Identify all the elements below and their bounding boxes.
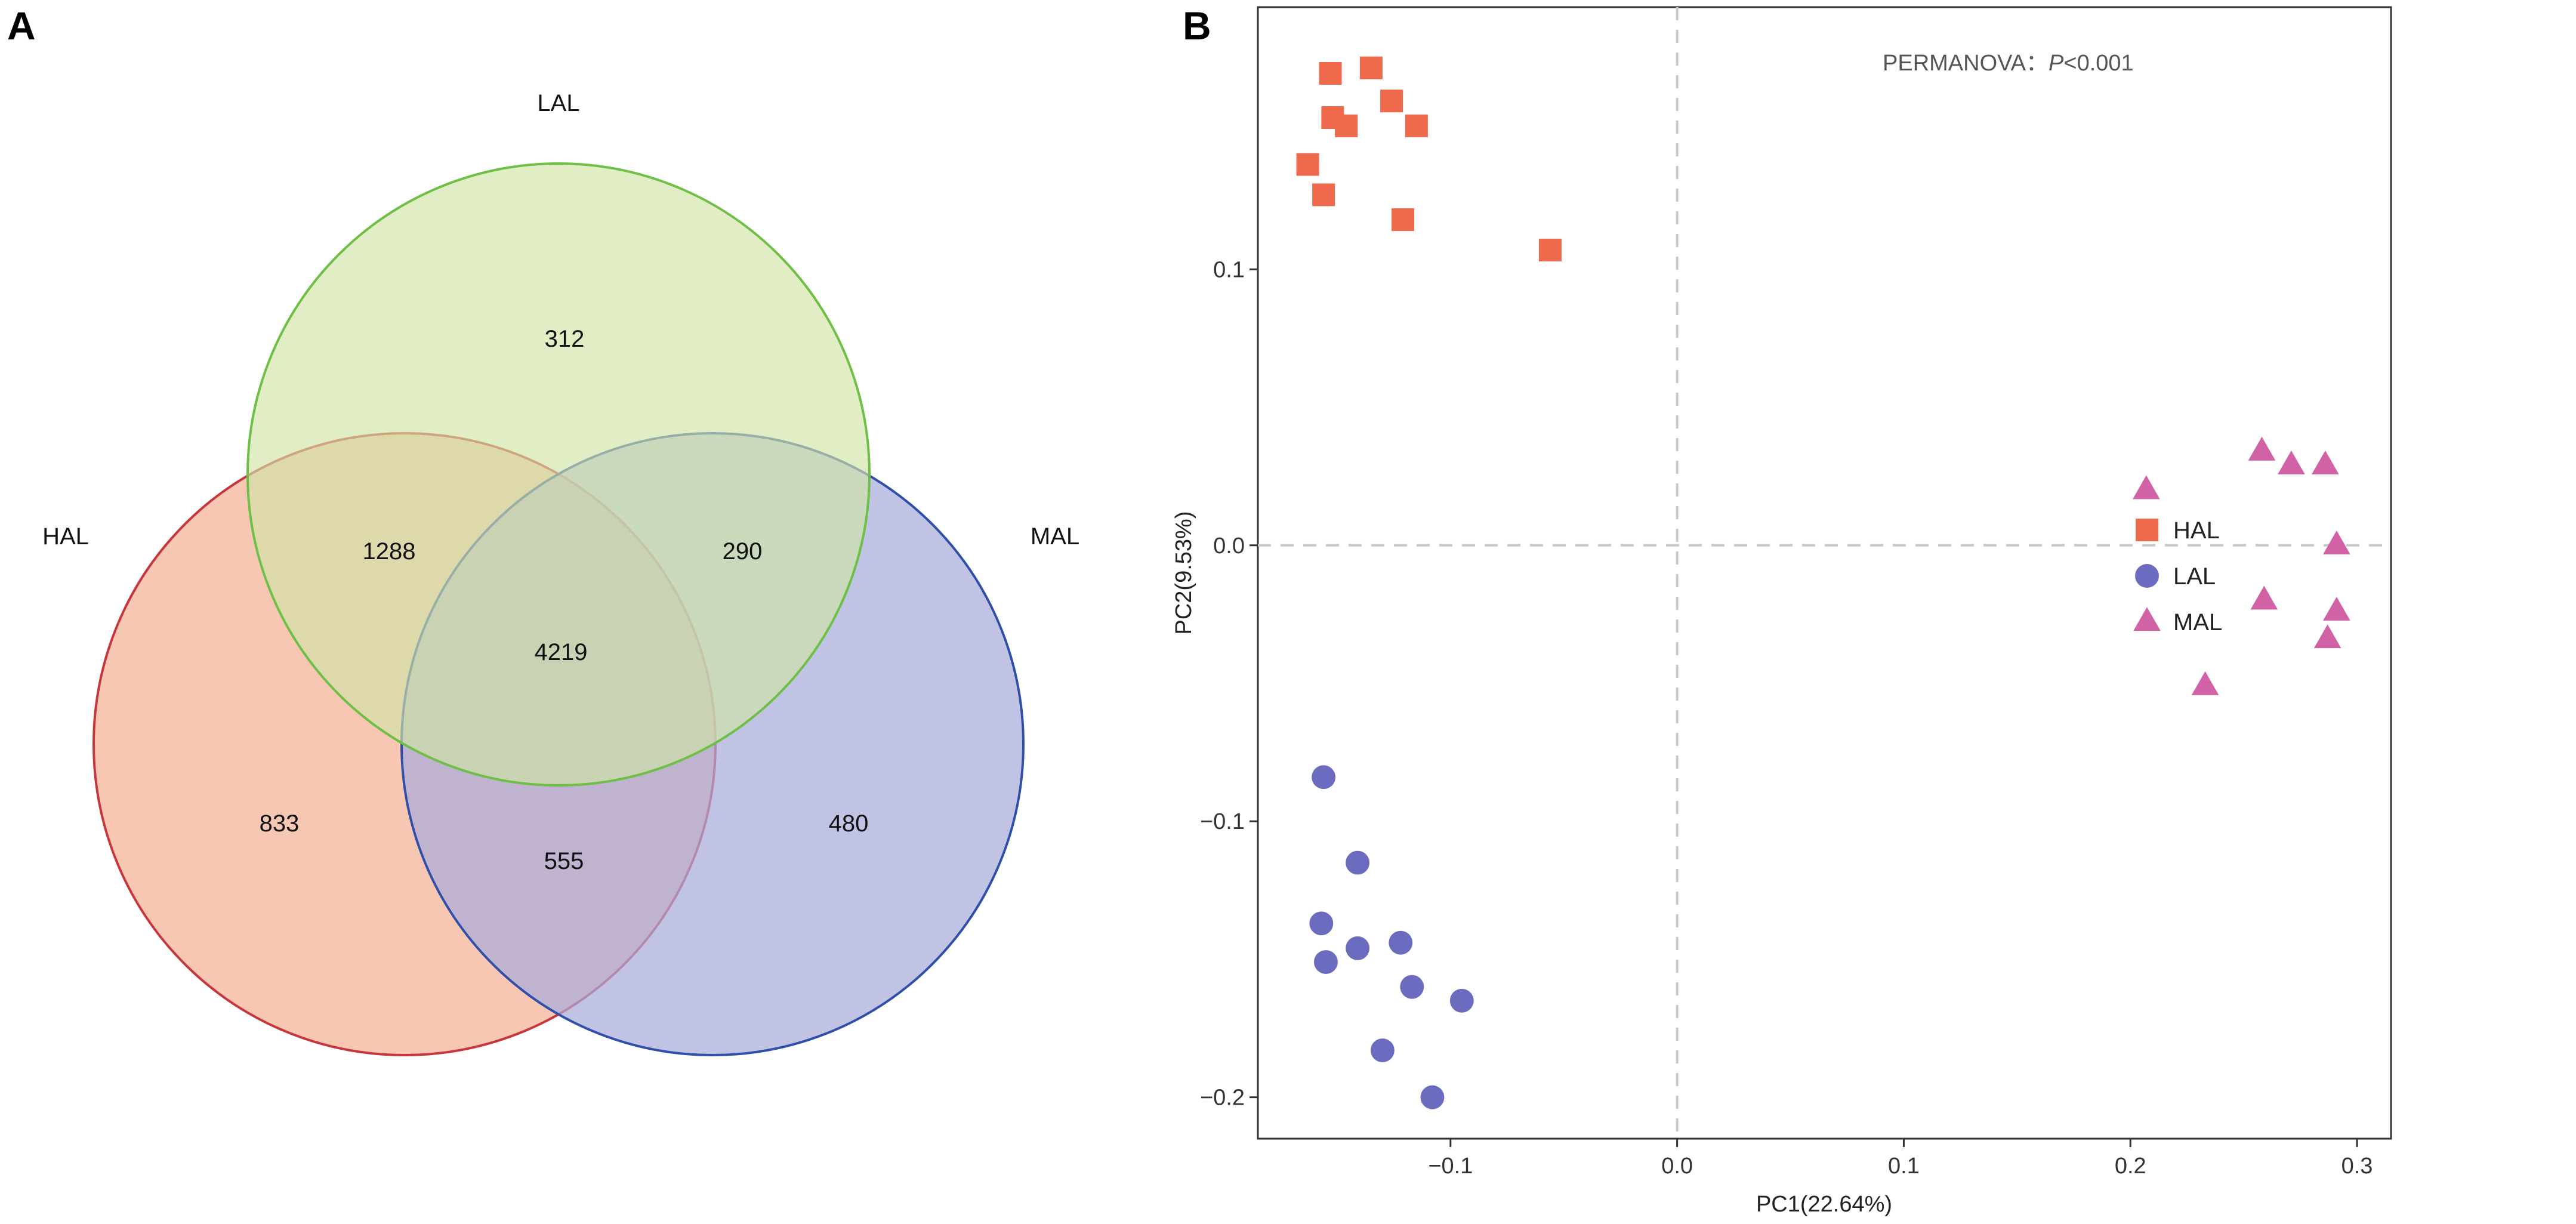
data-points	[1296, 56, 2350, 1109]
permanova-p-symbol: P	[2049, 51, 2064, 76]
point-lal	[1309, 911, 1334, 936]
point-lal	[1312, 765, 1336, 790]
venn-circle-lal	[246, 162, 871, 787]
point-hal	[1296, 153, 1319, 176]
permanova-prefix: PERMANOVA：	[1883, 51, 2049, 76]
point-hal	[1392, 208, 1415, 232]
legend: HAL LAL MAL	[2133, 517, 2222, 636]
point-mal	[2323, 597, 2350, 621]
y-axis-ticks: −0.2 −0.1 0.0 0.1	[1200, 257, 1258, 1111]
point-mal	[2250, 585, 2278, 610]
x-tick-label: 0.2	[2115, 1154, 2146, 1179]
panel-a-label: A	[7, 4, 36, 48]
point-mal	[2323, 531, 2350, 554]
point-lal	[1420, 1085, 1445, 1109]
point-lal	[1313, 950, 1338, 974]
point-hal	[1359, 56, 1383, 79]
venn-count-all: 4219	[535, 639, 588, 665]
venn-count-hal-mal: 555	[544, 848, 584, 874]
venn-count-hal-only: 833	[260, 810, 300, 837]
point-hal	[1319, 61, 1342, 85]
venn-count-lal-only: 312	[545, 326, 585, 352]
legend-key-mal	[2133, 607, 2161, 631]
venn-count-lal-mal: 290	[723, 538, 763, 565]
point-lal	[1370, 1038, 1395, 1062]
venn-count-mal-only: 480	[829, 810, 869, 837]
legend-key-lal	[2135, 564, 2159, 588]
point-mal	[2133, 475, 2160, 500]
panel-b-label: B	[1183, 4, 1211, 48]
venn-set-label-hal: HAL	[42, 523, 89, 550]
legend-label-mal: MAL	[2173, 609, 2222, 636]
x-axis-ticks: −0.1 0.0 0.1 0.2 0.3	[1428, 1139, 2373, 1179]
point-hal	[1335, 114, 1358, 137]
venn-diagram: LAL HAL MAL 312 1288 290 4219 833 555 48…	[42, 90, 1079, 1056]
point-hal	[1538, 238, 1562, 261]
pcoa-plot: −0.1 0.0 0.1 0.2 0.3 −0.2 −0.1 0.0 0.1 PC1(22.6…	[1171, 6, 2392, 1217]
point-lal	[1389, 930, 1413, 955]
point-mal	[2313, 624, 2341, 649]
y-tick-label: −0.2	[1200, 1086, 1245, 1111]
point-hal	[1312, 183, 1335, 206]
point-lal	[1346, 850, 1370, 875]
permanova-p-value: <0.001	[2063, 51, 2133, 76]
legend-label-lal: LAL	[2173, 563, 2216, 590]
point-lal	[1400, 975, 1424, 999]
point-hal	[1380, 90, 1403, 113]
legend-label-hal: HAL	[2173, 517, 2220, 544]
x-tick-label: −0.1	[1428, 1154, 1473, 1179]
y-axis-label: PC2(9.53%)	[1171, 511, 1196, 635]
y-tick-label: 0.0	[1213, 534, 1245, 559]
point-hal	[1405, 114, 1428, 137]
permanova-annotation: PERMANOVA：P<0.001	[1883, 51, 2134, 76]
x-tick-label: 0.0	[1661, 1154, 1693, 1179]
x-tick-label: 0.1	[1888, 1154, 1920, 1179]
legend-key-hal	[2136, 519, 2158, 541]
venn-set-label-mal: MAL	[1031, 523, 1079, 550]
point-lal	[1449, 988, 1474, 1013]
x-axis-label: PC1(22.64%)	[1756, 1192, 1892, 1217]
point-mal	[2248, 436, 2276, 461]
point-mal	[2312, 450, 2339, 474]
venn-set-label-lal: LAL	[537, 90, 579, 116]
point-mal	[2278, 450, 2305, 474]
plot-panel-border	[1257, 6, 2392, 1140]
point-lal	[1346, 936, 1370, 960]
venn-count-hal-lal: 1288	[363, 538, 416, 565]
x-tick-label: 0.3	[2341, 1154, 2373, 1179]
point-mal	[2191, 671, 2219, 695]
y-tick-label: −0.1	[1200, 809, 1245, 834]
y-tick-label: 0.1	[1213, 257, 1245, 282]
